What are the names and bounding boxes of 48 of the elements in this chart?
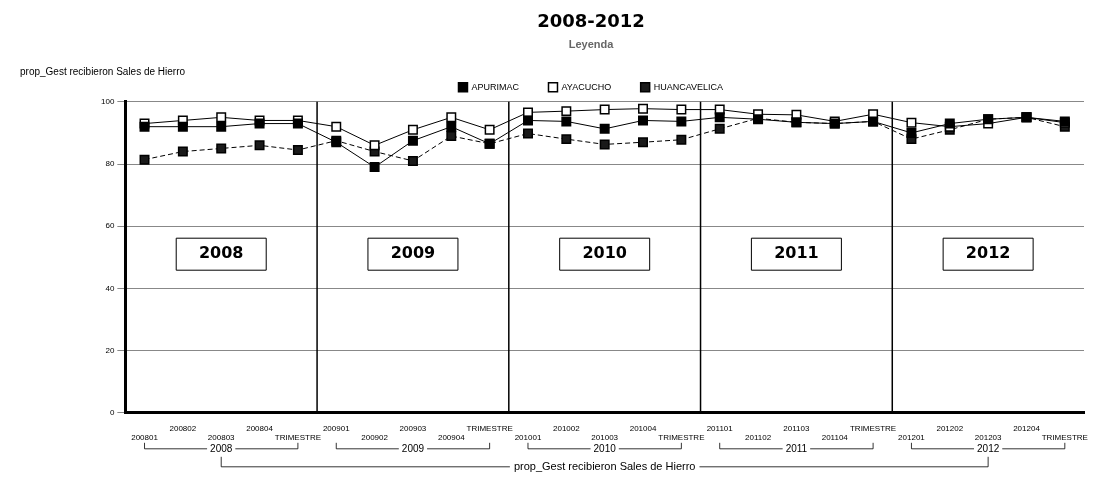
legend-label: AYACUCHO [561,81,612,92]
x-tick-label: 201102 [745,433,772,443]
x-tick-label: 201002 [552,423,581,433]
y-tick-label: 80 [105,159,115,169]
legend-label: APURIMAC [471,81,520,92]
text: 2009 [401,442,425,454]
x-tick-label: 201001 [514,433,542,443]
x-tick-label: 200903 [399,423,427,433]
x-tick-label: 201101 [706,423,734,433]
x-tick-label: 201203 [974,433,1003,443]
annotation: 2009 [390,243,436,263]
x-tick-label: 201201 [898,433,926,443]
x-tick-label: 201004 [629,423,657,433]
y-axis-title: prop_Gest recibieron Sales de Hierro [20,65,186,77]
x-tick-label: 200901 [322,423,351,433]
x-axis-title: prop_Gest recibieron Sales de Hierro [513,459,696,472]
chart-title: 2008-2012 [537,10,645,32]
x-tick-label: TRIMESTRE [849,423,897,433]
legend-title: Leyenda [568,38,615,51]
x-tick-label: 201104 [821,433,849,443]
annotation: 2012 [965,243,1011,263]
text: 2008 [210,442,233,454]
text: 2010 [593,442,616,454]
y-tick-label: 20 [105,345,115,355]
x-tick-label: 200804 [246,423,274,433]
annotation: 2011 [774,243,819,263]
x-tick-label: TRIMESTRE [274,433,322,443]
x-tick-label: 201202 [936,423,964,433]
x-tick-label: TRIMESTRE [466,423,513,433]
x-tick-label: 200802 [169,423,197,433]
x-tick-label: 200803 [207,433,236,443]
x-tick-label: TRIMESTRE [658,433,705,443]
y-tick-label: 100 [100,97,115,106]
y-tick-label: 0 [109,408,115,417]
x-tick-label: 201204 [1013,423,1041,433]
text: 2012 [977,442,1000,454]
legend-label: HUANCAVELICA [653,81,724,92]
x-tick-label: 200904 [437,433,466,443]
y-tick-label: 60 [105,221,115,231]
x-tick-label: TRIMESTRE [1041,433,1088,443]
x-tick-label: 200801 [131,433,159,443]
annotation: 2008 [198,243,244,263]
x-tick-label: 201103 [783,423,810,433]
x-tick-label: 200902 [361,433,389,443]
x-tick-label: 201003 [591,433,619,443]
text: 2011 [785,442,808,454]
annotation: 2010 [582,243,627,263]
y-tick-label: 40 [105,283,115,293]
